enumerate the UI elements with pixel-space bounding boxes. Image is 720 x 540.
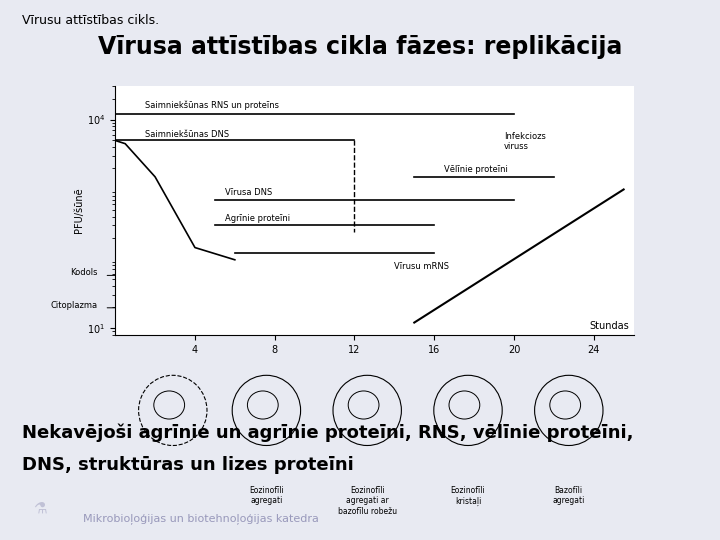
Text: Citoplazma: Citoplazma bbox=[50, 301, 97, 310]
Text: Vīrusa DNS: Vīrusa DNS bbox=[225, 188, 272, 197]
Text: Kodols: Kodols bbox=[70, 268, 97, 278]
Text: Eozinofīli
agregati: Eozinofīli agregati bbox=[249, 486, 284, 505]
Text: Stundas: Stundas bbox=[590, 321, 629, 331]
Text: Nekavējoši agrīnie un agrīnie proteīni, RNS, vēlīnie proteīni,: Nekavējoši agrīnie un agrīnie proteīni, … bbox=[22, 424, 633, 442]
Text: ⚗: ⚗ bbox=[33, 501, 46, 516]
Text: Eozinofīli
kristaļi: Eozinofīli kristaļi bbox=[451, 486, 485, 505]
Text: Vīrusu mRNS: Vīrusu mRNS bbox=[395, 262, 449, 272]
Text: DNS, struktūras un lizes proteīni: DNS, struktūras un lizes proteīni bbox=[22, 456, 354, 474]
Text: Saimniekšūnas RNS un proteīns: Saimniekšūnas RNS un proteīns bbox=[145, 100, 279, 110]
Text: Infekciozs
viruss: Infekciozs viruss bbox=[504, 132, 546, 151]
Text: Eozinofīli
agregati ar
bazofīlu robežu: Eozinofīli agregati ar bazofīlu robežu bbox=[338, 486, 397, 516]
Text: Mikrobioļoģijas un biotehnoļoģijas katedra: Mikrobioļoģijas un biotehnoļoģijas kated… bbox=[83, 513, 319, 524]
Y-axis label: PFU/šūnē: PFU/šūnē bbox=[74, 188, 84, 233]
Text: Vīrusu attīstības cikls.: Vīrusu attīstības cikls. bbox=[22, 14, 158, 26]
Text: Agrīnie proteīni: Agrīnie proteīni bbox=[225, 213, 290, 222]
Text: Vēlīnie proteīni: Vēlīnie proteīni bbox=[444, 165, 508, 174]
Text: Vīrusa attīstības cikla fāzes: replikācija: Vīrusa attīstības cikla fāzes: replikāci… bbox=[98, 35, 622, 59]
Text: Bazofīli
agregati: Bazofīli agregati bbox=[553, 486, 585, 505]
Text: Saimniekšūnas DNS: Saimniekšūnas DNS bbox=[145, 130, 229, 139]
